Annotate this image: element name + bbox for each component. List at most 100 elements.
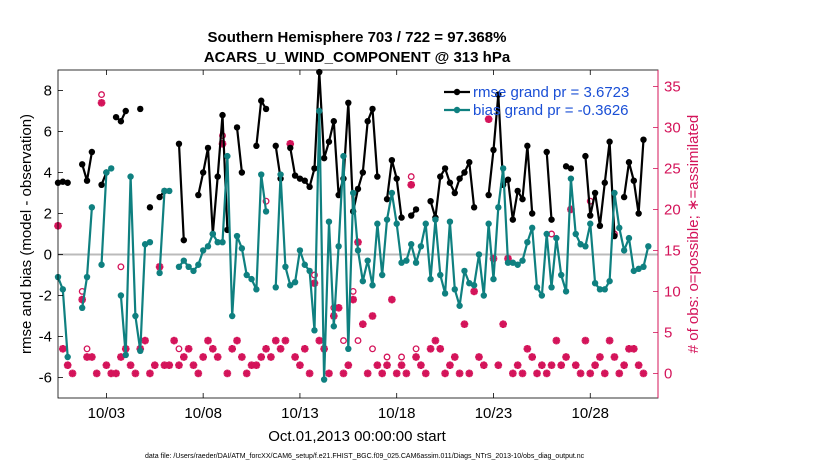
- rmse-point: [630, 177, 638, 184]
- bias-point: [543, 230, 550, 238]
- obs-assimilated-marker: [533, 369, 541, 378]
- bias-point: [258, 171, 265, 178]
- bias-point: [156, 269, 163, 277]
- chart-title: Southern Hemisphere 703 / 722 = 97.368%: [208, 29, 507, 46]
- obs-assimilated-marker: [388, 295, 396, 304]
- obs-assimilated-marker: [334, 304, 343, 312]
- obs-assimilated-marker: [518, 369, 527, 378]
- rmse-point: [83, 177, 91, 184]
- bias-point: [408, 241, 415, 248]
- bias-point: [233, 232, 241, 240]
- bias-point: [480, 292, 488, 299]
- bias-point: [137, 347, 144, 355]
- obs-assimilated-marker: [262, 345, 270, 353]
- obs-assimilated-marker: [228, 345, 236, 353]
- bias-point: [340, 152, 347, 160]
- bias-point: [567, 175, 575, 182]
- bias-point: [166, 187, 173, 195]
- bias-point: [122, 351, 129, 359]
- obs-assimilated-marker: [257, 353, 266, 361]
- obs-assimilated-marker: [233, 336, 241, 345]
- obs-assimilated-marker: [591, 361, 599, 369]
- obs-assimilated-marker: [373, 361, 382, 369]
- bias-point: [311, 327, 318, 334]
- legend-marker-rmse: [453, 88, 461, 96]
- bias-point: [253, 286, 260, 293]
- obs-assimilated-marker: [150, 361, 159, 369]
- x-tick-label: 10/03: [88, 405, 126, 422]
- obs-assimilated-marker: [213, 353, 222, 361]
- obs-assimilated-marker: [276, 345, 285, 353]
- rmse-point: [490, 146, 497, 154]
- bias-point: [78, 304, 86, 311]
- rmse-point: [311, 165, 318, 172]
- obs-assimilated-marker: [509, 369, 517, 378]
- obs-assimilated-marker: [325, 369, 333, 378]
- bias-point: [601, 286, 608, 293]
- bias-point: [587, 220, 594, 227]
- obs-assimilated-marker: [315, 336, 324, 345]
- bias-point: [306, 267, 313, 275]
- rmse-point: [504, 176, 512, 183]
- bias-point: [199, 247, 207, 254]
- obs-assimilated-marker: [184, 345, 193, 353]
- bias-point: [359, 277, 367, 285]
- obs-assimilated-marker: [339, 369, 348, 378]
- bias-point: [209, 230, 217, 238]
- rmse-point: [548, 216, 555, 223]
- y-right-tick-label: 0: [664, 365, 672, 382]
- obs-assimilated-marker: [417, 361, 425, 369]
- rmse-point: [354, 185, 362, 193]
- y-left-tick-label: 6: [44, 124, 52, 141]
- obs-assimilated-marker: [271, 336, 280, 345]
- bias-point: [519, 257, 526, 264]
- bias-point: [248, 275, 255, 283]
- rmse-point: [238, 169, 246, 176]
- obs-assimilated-marker: [267, 353, 275, 361]
- bias-point: [103, 169, 110, 176]
- bias-point: [417, 243, 425, 250]
- rmse-point: [359, 169, 367, 176]
- obs-assimilated-marker: [146, 369, 154, 378]
- y-left-tick-label: -2: [39, 288, 52, 305]
- rmse-point: [591, 189, 599, 197]
- obs-assimilated-marker: [88, 353, 96, 361]
- rmse-point: [306, 183, 313, 191]
- y-right-tick-label: 20: [664, 201, 681, 218]
- rmse-point: [635, 210, 642, 217]
- bias-point: [204, 243, 212, 250]
- obs-assimilated-marker: [363, 369, 372, 378]
- obs-assimilated-marker: [605, 336, 614, 345]
- obs-assimilated-marker: [238, 353, 246, 361]
- obs-assimilated-marker: [131, 369, 140, 378]
- obs-assimilated-marker: [344, 361, 353, 369]
- bias-point: [558, 271, 565, 279]
- bias-point: [548, 284, 555, 291]
- bias-point: [127, 173, 134, 180]
- bias-point: [403, 257, 410, 264]
- bias-point: [316, 107, 323, 115]
- bias-point: [195, 261, 202, 268]
- rmse-point: [253, 142, 260, 150]
- rmse-point: [408, 212, 415, 219]
- bias-point: [524, 239, 531, 246]
- rmse-point: [524, 142, 531, 150]
- obs-assimilated-marker: [170, 336, 178, 345]
- bias-point: [451, 286, 458, 293]
- obs-possible-marker: [311, 271, 318, 279]
- bias-point: [562, 288, 570, 295]
- obs-possible-marker: [383, 353, 391, 361]
- y-axis-label-left: rmse and bias (model - observation): [18, 114, 35, 354]
- legend-label-bias: bias grand pr = -0.3626: [473, 102, 629, 119]
- obs-assimilated-marker: [446, 361, 454, 369]
- obs-assimilated-marker: [194, 369, 203, 378]
- rmse-point: [364, 118, 371, 125]
- obs-assimilated-marker: [600, 369, 609, 378]
- y-left-tick-label: 2: [44, 206, 52, 223]
- bias-point: [88, 204, 96, 211]
- obs-assimilated-marker: [242, 369, 251, 378]
- bias-point: [238, 245, 246, 252]
- x-tick-label: 10/13: [281, 405, 319, 422]
- bias-point: [64, 353, 71, 361]
